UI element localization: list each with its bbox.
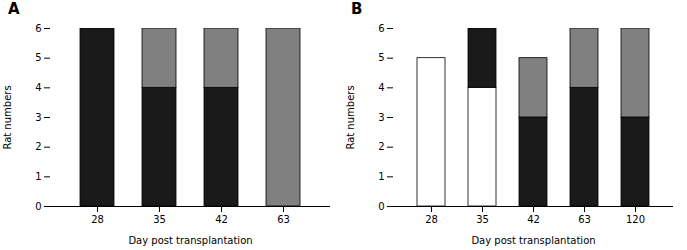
svg-text:42: 42 (527, 214, 540, 225)
svg-text:4: 4 (35, 82, 41, 93)
svg-text:28: 28 (425, 214, 438, 225)
svg-text:1: 1 (378, 171, 384, 182)
svg-text:4: 4 (378, 82, 384, 93)
svg-text:3: 3 (35, 112, 41, 123)
svg-text:63: 63 (277, 214, 290, 225)
svg-text:Day post transplantation: Day post transplantation (471, 235, 595, 246)
svg-text:0: 0 (35, 201, 41, 212)
html-text:B: B (351, 0, 363, 18)
svg-text:5: 5 (378, 52, 384, 63)
svg-text:2: 2 (35, 141, 41, 152)
svg-text:Day post transplantation: Day post transplantation (128, 235, 252, 246)
svg-text:42: 42 (215, 214, 228, 225)
svg-text:5: 5 (35, 52, 41, 63)
svg-text:120: 120 (626, 214, 645, 225)
html-text:A: A (8, 0, 20, 18)
svg-text:1: 1 (35, 171, 41, 182)
svg-text:6: 6 (378, 23, 384, 34)
svg-text:28: 28 (91, 214, 104, 225)
svg-text:6: 6 (35, 23, 41, 34)
svg-text:35: 35 (153, 214, 166, 225)
svg-text:3: 3 (378, 112, 384, 123)
svg-text:35: 35 (476, 214, 489, 225)
svg-text:Rat numbers: Rat numbers (345, 85, 356, 149)
svg-text:Rat numbers: Rat numbers (2, 85, 13, 149)
svg-text:2: 2 (378, 141, 384, 152)
svg-text:0: 0 (378, 201, 384, 212)
svg-text:63: 63 (578, 214, 591, 225)
